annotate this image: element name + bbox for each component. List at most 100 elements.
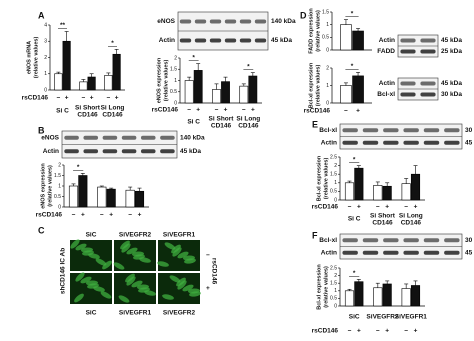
bar [344,290,355,307]
blot-band [444,128,460,133]
bar [410,173,421,201]
bar [344,182,355,201]
x-sublabel: + [414,204,418,211]
blot-size: 30 kDa [465,127,474,134]
significance-label: * [353,156,356,163]
cell [169,275,181,283]
blot-band [179,38,192,43]
y-tick-label: 1 [174,78,177,84]
y-tick-label: 2 [334,163,337,169]
x-sublabel: + [81,212,85,219]
y-tick-label: 2.5 [330,265,337,271]
blot-band [420,49,436,54]
blot-band [121,135,137,140]
panel-label: E [312,119,318,129]
cell [75,243,87,251]
cell [139,257,151,263]
blot-band [383,238,399,243]
x-row-label: rsCD146 [36,212,63,219]
blot-size: 140 kDa [180,134,205,141]
cell [132,251,144,257]
micrograph-column-label: SiVEGFR2 [119,232,152,239]
blot-band [64,135,79,140]
significance-label: * [351,10,354,17]
x-category-label: Si Long CD146 [399,212,423,226]
bar [373,185,383,201]
y-tick-label: 0.5 [330,296,337,302]
bar [373,287,383,307]
micrograph-column-label: SiC [86,310,97,317]
micrograph-row-label: + [206,285,210,292]
x-category-label: Si Short CD146 [75,104,101,118]
micrograph-row-label: − [206,252,210,259]
blot-size: 25 kDa [441,48,462,55]
y-tick-label: 1 [44,71,47,77]
blot-band [444,238,460,243]
blot-band [383,250,399,255]
bar [410,285,421,307]
x-sublabel: + [224,107,228,114]
bar [212,89,221,104]
y-tick-label: 1.5 [330,281,337,287]
bar [97,186,107,208]
blot-band [383,128,399,133]
micrograph-row-axis-label: shCD146 IC Ab [60,248,67,294]
y-tick-label: 0 [334,303,337,309]
x-sublabel: − [187,107,191,114]
blot-band [209,38,222,43]
blot-band [423,128,440,133]
y-tick-label: 1 [334,288,337,294]
significance-label: * [353,270,356,277]
bar [125,189,135,208]
blot-size: 45 kDa [271,37,292,44]
blot-label: FADD [377,48,395,55]
blot-label: Bcl-xl [377,91,395,98]
y-tick-label: 0 [334,197,337,203]
blot-band [342,238,358,243]
cell [162,294,174,300]
blot-band [362,140,379,145]
blot-size: 45 kDa [180,148,201,155]
micrograph-condition-label: rsCD146 [210,258,217,285]
bar [112,53,121,91]
cell [81,247,93,253]
x-category-label: Si Short CD146 [209,115,235,129]
x-sublabel: − [128,212,132,219]
y-tick-label: 1 [326,83,329,89]
blot-band [403,140,419,145]
x-category-label: Si Long CD146 [236,115,260,129]
blot-band [102,149,118,154]
blot-band [423,250,440,255]
x-sublabel: − [376,328,380,335]
panel-label: A [38,10,45,20]
y-tick-label: 3 [44,39,47,45]
y-tick-label: 1.5 [330,172,337,178]
cell [164,242,176,250]
y-tick-label: 4 [44,22,47,28]
x-sublabel: − [404,204,408,211]
bar [340,24,352,51]
cell [120,240,130,250]
blot-band [179,19,192,24]
y-tick-label: 0 [326,47,329,53]
x-sublabel: + [357,204,361,211]
significance-label: * [247,63,250,70]
cell [177,280,187,290]
x-category-label: SiVEGFR1 [395,314,428,321]
blot-band [444,140,460,145]
y-tick-label: 0 [58,204,61,210]
blot-label: Bcl-xl [319,237,337,244]
bar [78,175,88,208]
blot-size: 30 kDa [465,237,474,244]
y-axis-label: eNOS mRNA(relative values) [27,37,40,79]
blot-band [194,19,207,24]
cell [75,272,85,282]
bar [79,81,88,91]
blot-band [224,38,237,43]
cell [188,288,200,294]
blot-label: Actin [43,148,59,155]
cell [121,243,131,253]
blot-band [400,92,416,97]
y-tick-label: 1 [58,183,61,189]
x-sublabel: − [215,107,219,114]
